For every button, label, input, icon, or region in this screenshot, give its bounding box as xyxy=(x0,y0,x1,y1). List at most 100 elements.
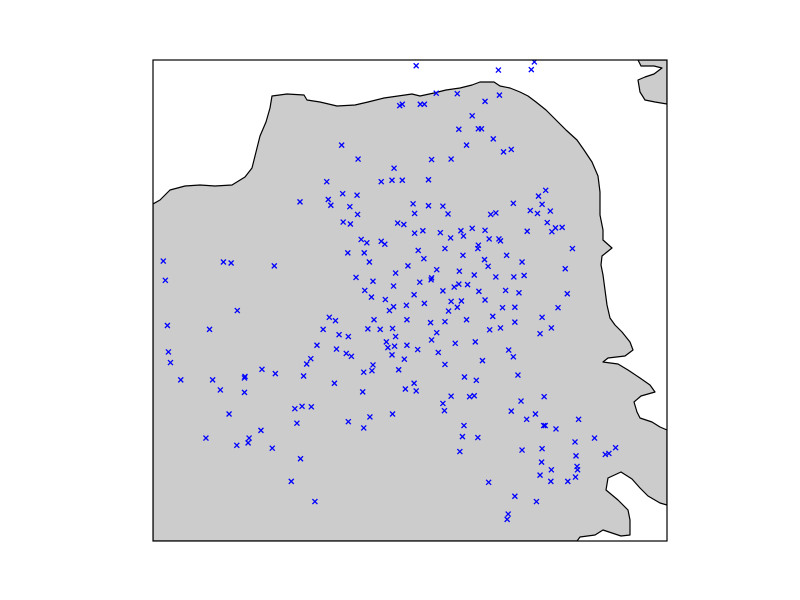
data-point-marker xyxy=(377,326,384,333)
data-point-marker xyxy=(464,281,471,288)
data-point-marker xyxy=(308,403,315,410)
data-point-marker xyxy=(540,422,547,429)
data-markers xyxy=(160,60,619,523)
data-point-marker xyxy=(209,376,216,383)
data-point-marker xyxy=(473,377,480,384)
data-point-marker xyxy=(469,225,476,232)
data-point-marker xyxy=(383,338,390,345)
data-point-marker xyxy=(482,297,489,303)
data-point-marker xyxy=(471,392,478,399)
data-point-marker xyxy=(472,338,479,345)
data-point-marker xyxy=(504,516,511,523)
data-point-marker xyxy=(425,176,432,183)
data-point-marker xyxy=(605,450,612,457)
data-point-marker xyxy=(392,333,399,340)
data-point-marker xyxy=(371,316,377,323)
data-point-marker xyxy=(389,325,396,332)
data-point-marker xyxy=(346,203,353,210)
data-point-marker xyxy=(299,403,306,410)
data-point-marker xyxy=(411,291,418,298)
data-point-marker xyxy=(574,463,581,470)
data-point-marker xyxy=(167,359,174,366)
map-frame xyxy=(152,59,668,542)
data-point-marker xyxy=(475,242,482,249)
data-point-marker xyxy=(339,190,346,197)
data-point-marker xyxy=(528,66,535,73)
data-point-marker xyxy=(354,211,361,218)
data-point-marker xyxy=(228,260,235,266)
data-point-marker xyxy=(564,290,571,297)
data-point-marker xyxy=(519,259,526,265)
data-point-marker xyxy=(394,220,401,227)
data-point-marker xyxy=(355,156,362,163)
data-point-marker xyxy=(572,438,578,445)
data-point-marker xyxy=(347,221,354,227)
data-point-marker xyxy=(288,478,295,485)
data-point-marker xyxy=(532,411,539,417)
data-point-marker xyxy=(413,62,420,69)
data-point-marker xyxy=(523,416,530,423)
data-point-marker xyxy=(413,387,420,394)
data-point-marker xyxy=(485,263,492,270)
data-point-marker xyxy=(562,265,569,272)
data-point-marker xyxy=(307,355,314,362)
data-point-marker xyxy=(490,135,497,142)
data-point-marker xyxy=(384,344,391,351)
data-point-marker xyxy=(361,249,368,256)
data-point-marker xyxy=(325,196,332,203)
data-point-marker xyxy=(333,346,340,353)
data-point-marker xyxy=(511,493,518,500)
data-point-marker xyxy=(369,367,375,374)
data-point-marker xyxy=(401,356,408,363)
data-point-marker xyxy=(518,398,524,404)
data-point-marker xyxy=(487,211,494,218)
data-point-marker xyxy=(503,252,510,259)
data-point-marker xyxy=(475,288,482,295)
data-point-marker xyxy=(332,317,339,324)
data-point-marker xyxy=(510,273,517,280)
data-point-marker xyxy=(508,408,515,415)
data-point-marker xyxy=(314,342,320,349)
data-point-marker xyxy=(360,425,367,431)
data-point-marker xyxy=(457,227,464,234)
data-point-marker xyxy=(548,324,555,331)
data-point-marker xyxy=(492,273,499,280)
data-point-marker xyxy=(459,252,466,259)
data-point-marker xyxy=(259,366,265,373)
data-point-marker xyxy=(160,258,167,265)
data-point-marker xyxy=(368,294,375,301)
data-point-marker xyxy=(177,376,184,383)
data-point-marker xyxy=(202,435,209,442)
data-point-marker xyxy=(326,314,333,321)
data-point-marker xyxy=(539,201,546,208)
data-point-marker xyxy=(485,479,492,486)
data-point-marker xyxy=(257,427,264,434)
data-point-marker xyxy=(344,249,351,256)
data-point-marker xyxy=(458,298,465,304)
data-point-marker xyxy=(390,283,397,290)
data-point-marker xyxy=(471,272,478,278)
data-point-marker xyxy=(162,277,169,284)
data-point-marker xyxy=(486,326,493,333)
data-point-marker xyxy=(343,350,350,357)
data-point-marker xyxy=(461,422,467,429)
data-point-marker xyxy=(345,418,352,425)
data-point-marker xyxy=(435,349,442,356)
data-point-marker xyxy=(220,259,227,265)
data-point-marker xyxy=(226,411,233,417)
data-point-marker xyxy=(391,343,398,350)
data-point-marker xyxy=(441,361,448,368)
data-point-marker xyxy=(537,330,544,337)
data-point-marker xyxy=(411,380,418,387)
data-point-marker xyxy=(535,193,542,200)
data-point-marker xyxy=(331,380,338,387)
data-point-marker xyxy=(542,422,549,429)
data-point-marker xyxy=(311,498,318,505)
data-point-marker xyxy=(165,349,172,355)
data-point-marker xyxy=(425,202,432,209)
data-point-marker xyxy=(497,324,504,331)
data-point-marker xyxy=(573,452,579,459)
data-point-marker xyxy=(403,342,410,349)
data-point-marker xyxy=(428,336,435,343)
